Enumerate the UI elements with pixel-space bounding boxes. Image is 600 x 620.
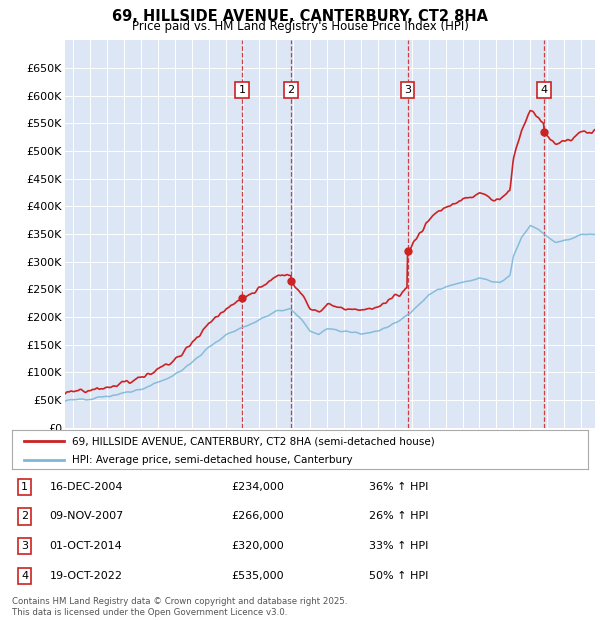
Text: £266,000: £266,000 xyxy=(231,512,284,521)
Text: 50% ↑ HPI: 50% ↑ HPI xyxy=(369,571,428,581)
Text: 1: 1 xyxy=(238,85,245,95)
Text: 19-OCT-2022: 19-OCT-2022 xyxy=(49,571,122,581)
Text: £320,000: £320,000 xyxy=(231,541,284,551)
Text: 09-NOV-2007: 09-NOV-2007 xyxy=(49,512,124,521)
Text: 3: 3 xyxy=(21,541,28,551)
Text: 1: 1 xyxy=(21,482,28,492)
Text: 69, HILLSIDE AVENUE, CANTERBURY, CT2 8HA (semi-detached house): 69, HILLSIDE AVENUE, CANTERBURY, CT2 8HA… xyxy=(73,436,435,446)
Text: 26% ↑ HPI: 26% ↑ HPI xyxy=(369,512,428,521)
Text: 36% ↑ HPI: 36% ↑ HPI xyxy=(369,482,428,492)
Text: 69, HILLSIDE AVENUE, CANTERBURY, CT2 8HA: 69, HILLSIDE AVENUE, CANTERBURY, CT2 8HA xyxy=(112,9,488,24)
Text: 3: 3 xyxy=(404,85,411,95)
Text: £535,000: £535,000 xyxy=(231,571,284,581)
Text: 2: 2 xyxy=(287,85,295,95)
Text: HPI: Average price, semi-detached house, Canterbury: HPI: Average price, semi-detached house,… xyxy=(73,454,353,464)
Text: 4: 4 xyxy=(540,85,547,95)
Text: £234,000: £234,000 xyxy=(231,482,284,492)
Text: 33% ↑ HPI: 33% ↑ HPI xyxy=(369,541,428,551)
Text: 2: 2 xyxy=(21,512,28,521)
Text: 16-DEC-2004: 16-DEC-2004 xyxy=(49,482,123,492)
Text: 01-OCT-2014: 01-OCT-2014 xyxy=(49,541,122,551)
Text: Contains HM Land Registry data © Crown copyright and database right 2025.
This d: Contains HM Land Registry data © Crown c… xyxy=(12,598,347,617)
Text: Price paid vs. HM Land Registry's House Price Index (HPI): Price paid vs. HM Land Registry's House … xyxy=(131,20,469,33)
Text: 4: 4 xyxy=(21,571,28,581)
